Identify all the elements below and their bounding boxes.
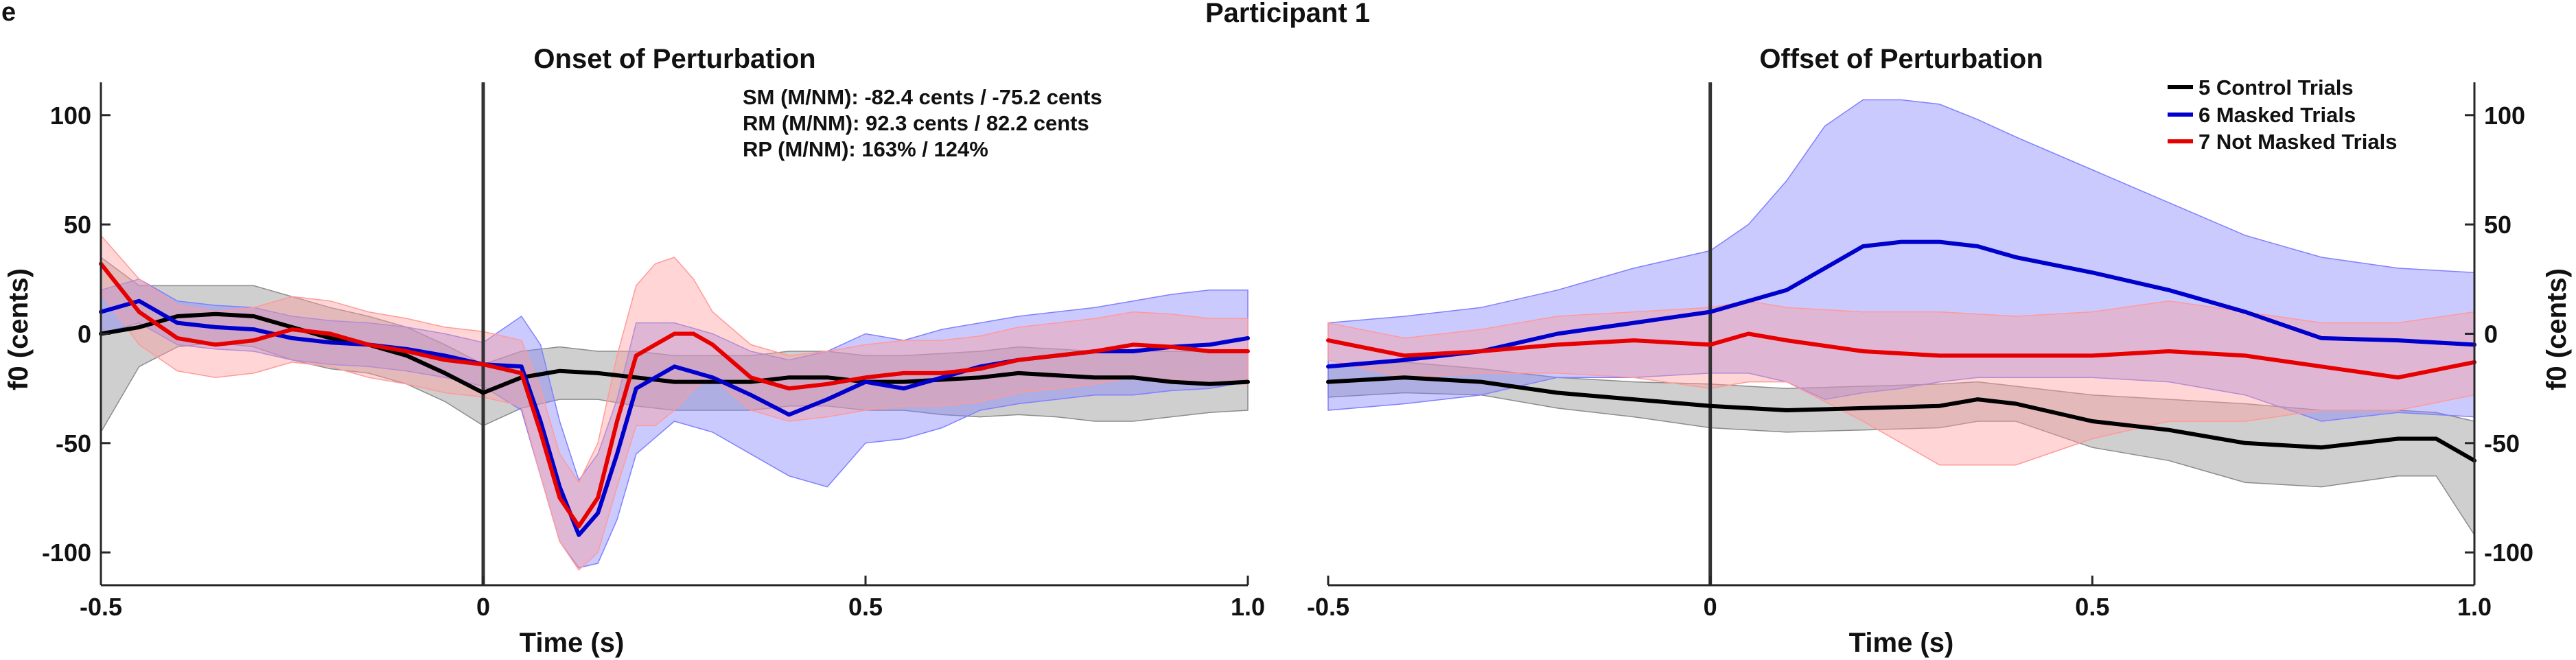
figure-title: Participant 1: [1205, 0, 1370, 28]
right-series-lines: [1326, 239, 2476, 463]
left-series-lines: [99, 261, 1250, 537]
legend-label-control: 5 Control Trials: [2198, 75, 2354, 99]
left-chart: Onset of Perturbation -0.5 0 0.5 1.0 -100 -50…: [3, 44, 1265, 658]
left-y-tick-label: 100: [50, 102, 91, 130]
right-y-tick-label: -50: [2484, 429, 2520, 458]
legend-label-masked: 6 Masked Trials: [2198, 103, 2356, 127]
left-x-tick-label: 1.0: [1231, 593, 1265, 621]
left-chart-title: Onset of Perturbation: [533, 44, 815, 74]
panel-label: e: [1, 0, 16, 27]
right-bands: [1327, 99, 2475, 537]
right-line-not-masked: [1326, 331, 2476, 380]
annotation-rp: RP (M/NM): 163% / 124%: [743, 137, 988, 161]
annotation-sm: SM (M/NM): -82.4 cents / -75.2 cents: [743, 85, 1102, 109]
right-y-axis-label: f0 (cents): [2542, 268, 2572, 390]
annotation-rm: RM (M/NM): 92.3 cents / 82.2 cents: [743, 111, 1089, 135]
right-x-axis-label: Time (s): [1849, 628, 1954, 658]
right-line-control: [1326, 375, 2476, 463]
right-x-tick-label: 0: [1704, 593, 1717, 621]
right-x-tick-label: 1.0: [2457, 593, 2492, 621]
right-x-tick-label: 0.5: [2075, 593, 2109, 621]
left-bands: [100, 234, 1249, 571]
left-x-tick-label: 0: [476, 593, 490, 621]
left-x-tick-label: -0.5: [80, 593, 122, 621]
left-y-tick-label: -100: [42, 539, 91, 567]
right-line-masked: [1326, 239, 2476, 369]
left-band-not-masked: [100, 234, 1249, 571]
left-y-tick-label: -50: [56, 429, 91, 458]
right-y-tick-label: -100: [2484, 539, 2533, 567]
left-line-not-masked: [99, 261, 1250, 528]
left-x-axis-label: Time (s): [520, 628, 625, 658]
annotation-block: SM (M/NM): -82.4 cents / -75.2 cents RM …: [743, 85, 1102, 161]
left-band-control: [100, 256, 1249, 434]
left-y-axis-label: f0 (cents): [3, 268, 34, 390]
right-y-tick-label: 50: [2484, 211, 2511, 239]
left-line-control: [99, 311, 1250, 395]
right-chart: Offset of Perturbation -0.5 0 0.5 1.0 -100 -5…: [1307, 44, 2572, 658]
legend: 5 Control Trials 6 Masked Trials 7 Not M…: [2168, 75, 2397, 154]
right-axes: -0.5 0 0.5 1.0 -100 -50 0 50 100: [1307, 82, 2533, 621]
right-y-tick-label: 100: [2484, 102, 2525, 130]
left-x-tick-label: 0.5: [848, 593, 883, 621]
left-axes: -0.5 0 0.5 1.0 -100 -50 0 50 100: [42, 82, 1265, 621]
legend-label-not-masked: 7 Not Masked Trials: [2198, 130, 2397, 154]
right-x-tick-label: -0.5: [1307, 593, 1349, 621]
right-chart-title: Offset of Perturbation: [1759, 44, 2043, 74]
left-y-tick-label: 50: [64, 211, 91, 239]
right-y-tick-label: 0: [2484, 320, 2498, 349]
left-y-tick-label: 0: [78, 320, 91, 349]
